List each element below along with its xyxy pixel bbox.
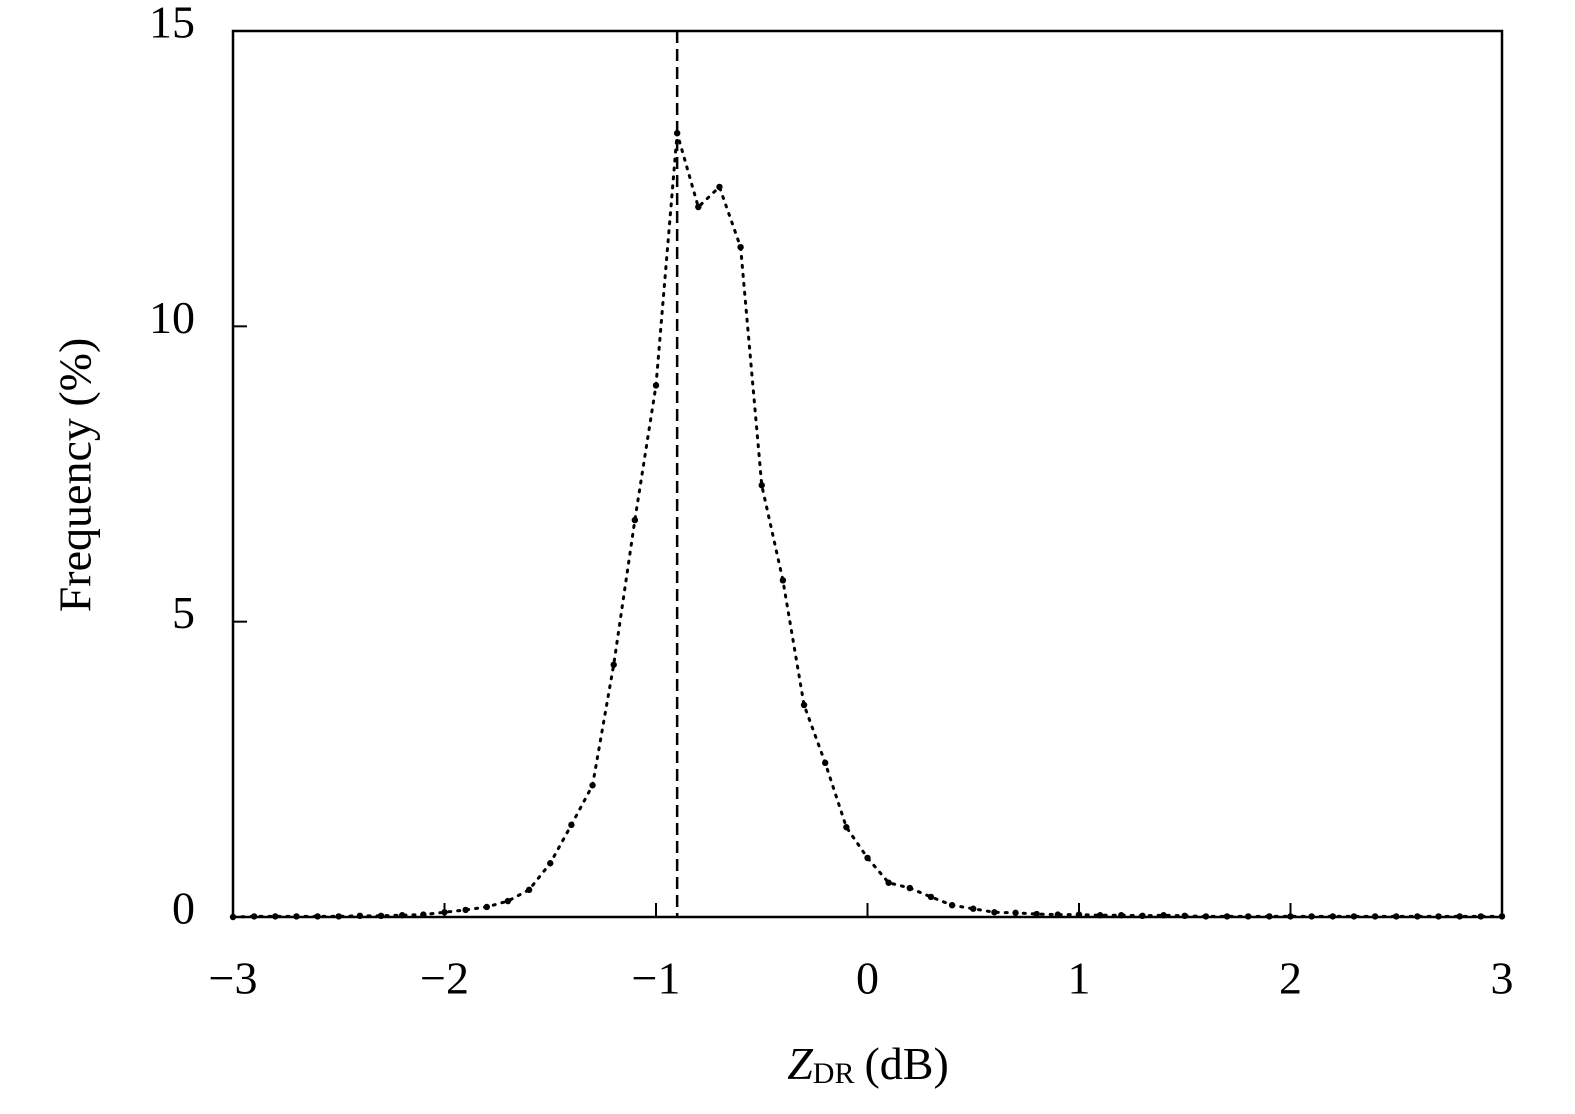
data-point (970, 905, 977, 912)
data-point (272, 913, 279, 920)
data-point (673, 129, 681, 137)
data-point (1477, 913, 1485, 920)
x-tick-label: −2 (420, 953, 469, 1004)
x-label-subscript: DR (813, 1057, 855, 1090)
data-point (1075, 911, 1083, 918)
data-point (1266, 913, 1273, 920)
x-tick-label: 1 (1068, 953, 1091, 1004)
data-point (1414, 913, 1421, 920)
data-point (1118, 912, 1125, 919)
data-point (229, 913, 237, 921)
data-point (1287, 913, 1294, 920)
data-point (1456, 913, 1463, 920)
data-point (1371, 913, 1379, 920)
data-point (948, 901, 956, 909)
data-point (377, 912, 385, 920)
y-tick-label: 10 (149, 292, 195, 343)
data-point (462, 906, 469, 914)
data-point (716, 183, 723, 191)
data-point (250, 913, 258, 920)
data-point (420, 911, 427, 918)
y-tick-label: 5 (172, 587, 195, 638)
data-point (1245, 913, 1252, 920)
y-tick-label: 0 (172, 883, 195, 934)
data-point (822, 759, 829, 767)
data-point (1393, 913, 1400, 920)
data-point (483, 903, 490, 911)
x-tick-label: 3 (1491, 953, 1514, 1004)
data-point (1181, 912, 1188, 920)
data-point (525, 886, 533, 894)
data-point (1202, 913, 1210, 920)
data-point (335, 913, 342, 920)
data-point (1033, 910, 1040, 918)
data-point (1012, 909, 1019, 917)
x-tick-label: −1 (632, 953, 681, 1004)
data-point (991, 909, 998, 916)
data-point (1054, 911, 1062, 918)
data-point (1329, 913, 1337, 920)
x-label-symbol: Z (787, 1038, 813, 1089)
data-line (231, 132, 1504, 919)
data-point (610, 661, 617, 668)
data-point (441, 909, 448, 916)
data-point (737, 243, 744, 251)
data-point (695, 203, 702, 211)
data-point (1139, 912, 1146, 920)
data-point (843, 824, 850, 831)
data-point (1096, 912, 1104, 919)
data-point (589, 782, 596, 789)
data-point (1308, 913, 1315, 920)
data-point (568, 821, 575, 829)
data-point (293, 913, 300, 920)
data-point (758, 482, 765, 489)
y-tick-label: 15 (149, 0, 195, 48)
plot-frame (231, 29, 1504, 919)
x-tick-label: 2 (1279, 953, 1302, 1004)
data-point (652, 382, 660, 389)
data-point (631, 516, 639, 524)
data-point (1160, 912, 1167, 919)
data-point (314, 913, 321, 920)
data-point (885, 879, 892, 886)
data-point (800, 701, 808, 709)
x-tick-label: −3 (209, 953, 258, 1004)
data-point (356, 912, 364, 920)
x-label-unit: (dB) (864, 1038, 948, 1089)
data-point (1223, 913, 1231, 920)
x-tick-label: 0 (856, 953, 879, 1004)
data-point (864, 854, 871, 862)
data-point (906, 884, 913, 892)
data-point (927, 893, 935, 901)
data-point (1350, 913, 1358, 920)
data-point (399, 912, 406, 919)
y-axis-label: Frequency (%) (50, 338, 101, 613)
data-point (1498, 913, 1506, 920)
data-point (504, 897, 512, 905)
data-point (547, 860, 554, 867)
data-point (1435, 913, 1442, 920)
x-axis-label: ZDR (dB) (787, 1038, 949, 1090)
data-point (779, 577, 787, 584)
